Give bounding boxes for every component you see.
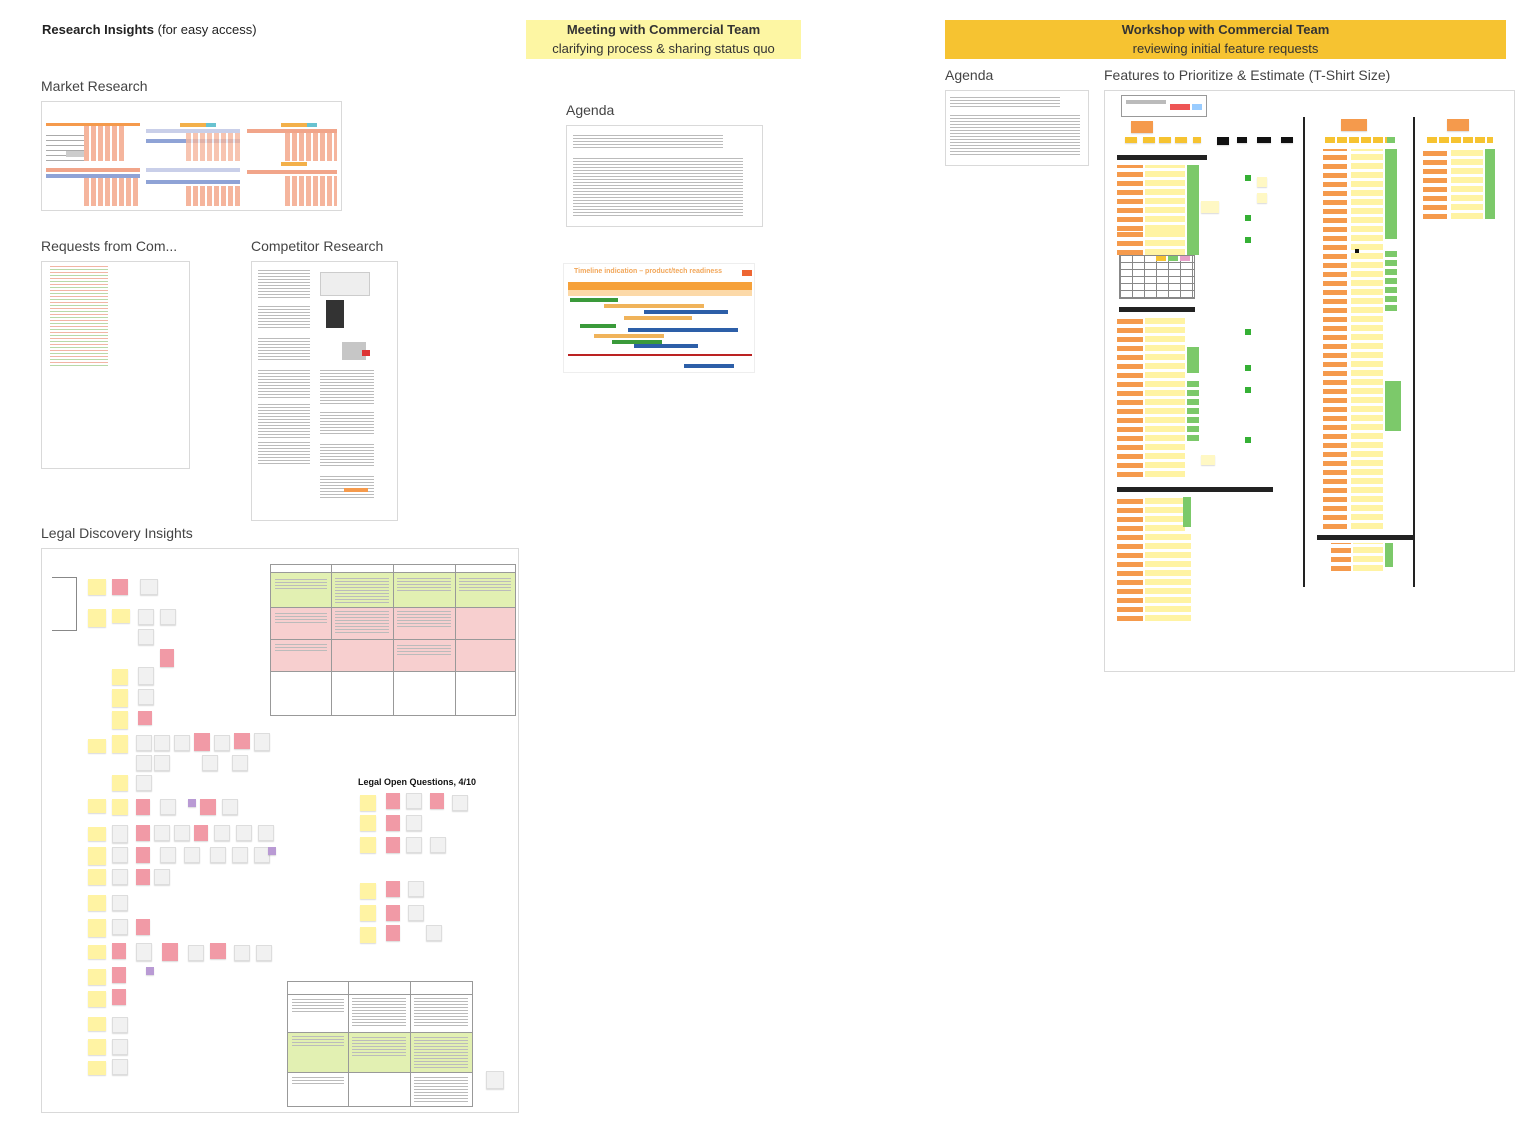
meeting-title: Meeting with Commercial Team (566, 22, 761, 37)
features-label: Features to Prioritize & Estimate (T-Shi… (1104, 67, 1391, 83)
meeting-subtitle: clarifying process & sharing status quo (552, 41, 775, 56)
workshop-banner: Workshop with Commercial Team reviewing … (945, 20, 1506, 59)
meeting-agenda-doc[interactable] (566, 125, 763, 227)
frame-title-legal: Legal Discovery Insights (41, 525, 193, 541)
workshop-agenda-doc[interactable] (945, 90, 1089, 166)
legal-table-bottom (287, 981, 473, 1107)
uk-flag-icon (742, 270, 752, 276)
timeline-title: Timeline indication – product/tech readi… (574, 268, 723, 275)
features-mini-table (1119, 255, 1195, 299)
meeting-banner: Meeting with Commercial Team clarifying … (526, 20, 801, 59)
workshop-subtitle: reviewing initial feature requests (1132, 41, 1319, 56)
meeting-agenda-label: Agenda (566, 102, 615, 118)
spreadsheet-thumb-5[interactable] (146, 168, 240, 206)
frame-legal[interactable]: Legal Open Questions, 4/10 (41, 548, 519, 1113)
spreadsheet-thumb-3[interactable] (247, 123, 337, 161)
spreadsheet-thumb-4[interactable] (46, 168, 140, 206)
spreadsheet-thumb-2[interactable] (146, 123, 240, 161)
frame-title-market-research: Market Research (41, 78, 148, 94)
research-section-heading: Research Insights (for easy access) (42, 22, 257, 37)
workshop-title: Workshop with Commercial Team (1121, 22, 1330, 37)
spreadsheet-thumb-1[interactable] (46, 123, 140, 161)
meeting-timeline-slide[interactable]: Timeline indication – product/tech readi… (563, 263, 755, 373)
frame-requests[interactable] (41, 261, 190, 469)
research-title: Research Insights (42, 22, 154, 37)
legal-table-top (270, 564, 516, 716)
workshop-agenda-label: Agenda (945, 67, 994, 83)
legal-open-questions-title: Legal Open Questions, 4/10 (358, 777, 477, 787)
requests-list-doc (50, 266, 108, 366)
frame-market-research[interactable] (41, 101, 342, 211)
research-subtitle: (for easy access) (157, 22, 257, 37)
frame-competitor[interactable] (251, 261, 398, 521)
frame-title-competitor: Competitor Research (251, 238, 384, 254)
frame-title-requests: Requests from Com... (41, 238, 178, 254)
spreadsheet-thumb-6[interactable] (247, 162, 337, 206)
features-legend (1121, 95, 1207, 117)
frame-features[interactable] (1104, 90, 1515, 672)
